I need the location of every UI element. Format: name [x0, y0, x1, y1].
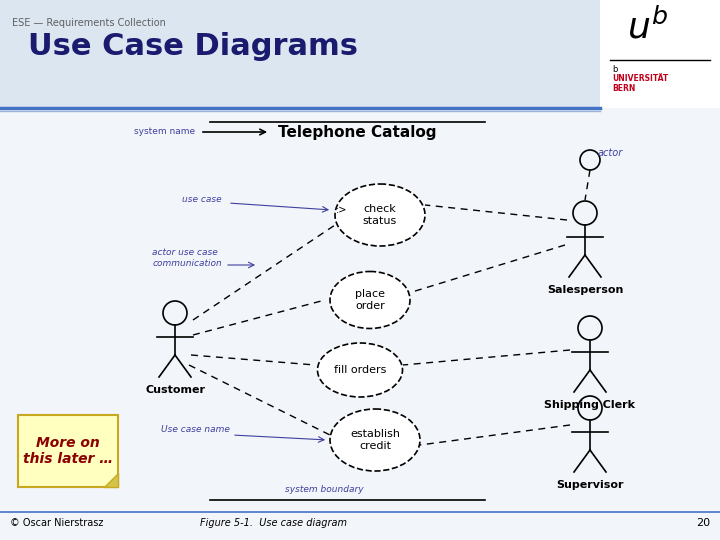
Bar — [0, 0, 600, 108]
Text: :>: :> — [336, 205, 347, 215]
Ellipse shape — [318, 343, 402, 397]
Text: use case: use case — [182, 195, 222, 205]
Text: Figure 5-1.  Use case diagram: Figure 5-1. Use case diagram — [200, 518, 347, 528]
Text: Telephone Catalog: Telephone Catalog — [278, 125, 436, 139]
Bar — [18, 415, 118, 487]
Polygon shape — [104, 473, 118, 487]
Text: establish
credit: establish credit — [350, 429, 400, 451]
Bar — [600, 0, 720, 108]
Text: Customer: Customer — [145, 385, 205, 395]
Text: BERN: BERN — [612, 84, 635, 93]
Text: Use case name: Use case name — [161, 426, 230, 435]
Text: place
order: place order — [355, 289, 385, 311]
Text: Salesperson: Salesperson — [546, 285, 624, 295]
Text: Supervisor: Supervisor — [557, 480, 624, 490]
Text: $\it{u}^b$: $\it{u}^b$ — [627, 8, 669, 45]
Text: actor: actor — [598, 148, 624, 158]
Ellipse shape — [330, 409, 420, 471]
Text: 20: 20 — [696, 518, 710, 528]
Text: ESE — Requirements Collection: ESE — Requirements Collection — [12, 18, 166, 28]
Text: system boundary: system boundary — [285, 485, 364, 495]
Text: fill orders: fill orders — [334, 365, 386, 375]
Ellipse shape — [330, 272, 410, 328]
Bar — [0, 108, 720, 540]
Text: © Oscar Nierstrasz: © Oscar Nierstrasz — [10, 518, 104, 528]
Ellipse shape — [335, 184, 425, 246]
Text: b: b — [612, 65, 617, 74]
Text: actor use case
communication: actor use case communication — [152, 248, 222, 268]
Text: UNIVERSITÄT: UNIVERSITÄT — [612, 74, 668, 83]
Text: check
status: check status — [363, 204, 397, 226]
Text: Shipping Clerk: Shipping Clerk — [544, 400, 636, 410]
Text: system name: system name — [134, 127, 195, 137]
Text: More on
this later …: More on this later … — [23, 436, 113, 466]
Text: Use Case Diagrams: Use Case Diagrams — [28, 32, 358, 61]
